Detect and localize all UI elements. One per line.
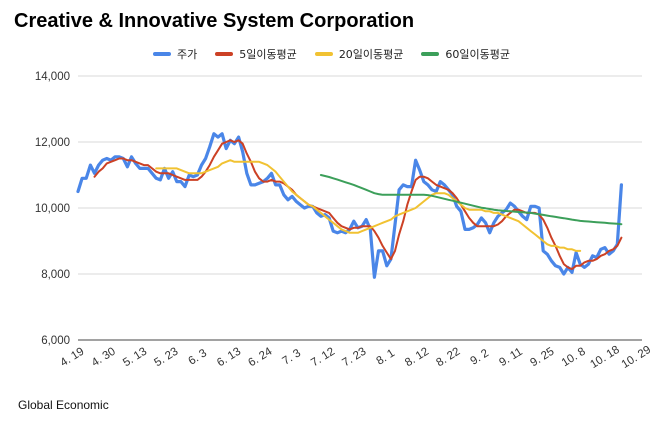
x-tick-label: 8. 22 [434,346,462,370]
x-tick-label: 6. 3 [186,347,209,367]
y-tick-label: 14,000 [35,71,70,83]
chart-legend: 주가 5일이동평균 20일이동평균 60일이동평균 [0,46,663,62]
legend-item-price: 주가 [152,46,198,62]
x-tick-label: 4. 30 [90,346,118,370]
x-tick-label: 5. 23 [152,346,180,370]
x-tick-label: 6. 13 [215,346,243,370]
x-tick-label: 7. 12 [309,346,337,370]
chart-title: Creative & Innovative System Corporation [14,10,415,32]
x-tick-label: 6. 24 [246,345,275,369]
y-tick-label: 6,000 [41,335,70,347]
legend-swatch-ma20 [314,52,333,56]
series-line [155,159,582,252]
legend-item-ma5: 5일이동평균 [215,46,297,62]
x-tick-label: 10. 18 [588,344,621,371]
y-tick-label: 10,000 [35,203,70,215]
x-tick-label: 9. 11 [497,346,524,369]
legend-swatch-ma5 [215,52,234,56]
x-tick-label: 5. 13 [121,346,149,370]
series-line [76,132,623,279]
legend-label-ma5: 5일이동평균 [239,48,297,61]
legend-item-ma60: 60일이동평균 [421,46,510,62]
legend-swatch-ma60 [421,52,440,56]
legend-label-price: 주가 [176,48,198,61]
x-tick-label: 9. 2 [468,347,491,367]
x-tick-label: 10. 8 [560,346,588,370]
legend-label-ma20: 20일이동평균 [338,48,404,61]
x-tick-label: 7. 3 [280,347,303,367]
source-note: Global Economic [18,398,109,412]
legend-swatch-price [152,52,171,56]
legend-label-ma60: 60일이동평균 [445,48,511,61]
x-tick-label: 9. 25 [528,346,556,370]
x-tick-label: 10. 29 [620,344,653,371]
x-tick-label: 4. 19 [58,346,86,370]
x-tick-label: 7. 23 [340,346,368,370]
series-line [319,174,623,226]
legend-item-ma20: 20일이동평균 [314,46,404,62]
x-tick-label: 8. 1 [374,347,397,367]
y-tick-label: 8,000 [41,269,70,281]
y-tick-label: 12,000 [35,137,70,149]
x-tick-label: 8. 12 [403,346,431,370]
